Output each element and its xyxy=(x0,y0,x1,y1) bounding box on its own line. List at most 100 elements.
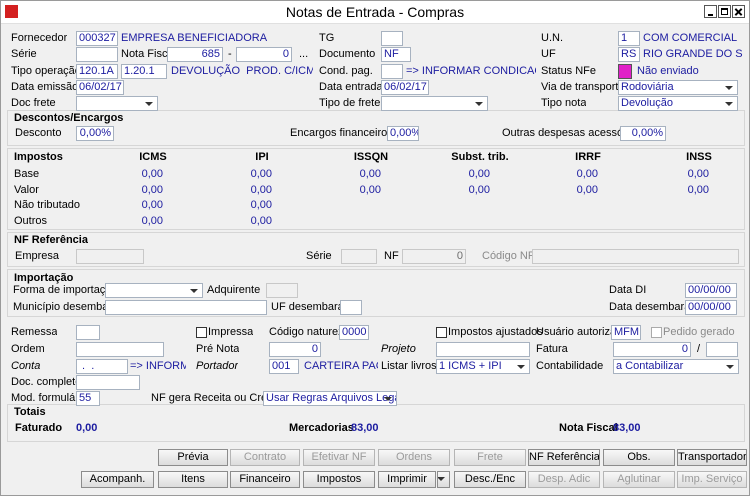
label: U.N. xyxy=(541,32,563,44)
input[interactable]: 120.1A xyxy=(76,64,118,79)
label: Empresa xyxy=(15,250,60,262)
input[interactable]: 001 xyxy=(269,359,299,374)
input[interactable]: 1 xyxy=(618,31,640,46)
button[interactable]: Desc./Enc xyxy=(454,471,526,488)
label: Fatura xyxy=(536,343,568,355)
input[interactable]: 1.20.1 xyxy=(121,64,167,79)
button[interactable]: Financeiro xyxy=(230,471,300,488)
label: Tipo operação xyxy=(11,65,81,77)
window-title: Notas de Entrada - Compras xyxy=(285,4,465,20)
label: NF Referência xyxy=(14,234,88,246)
input[interactable] xyxy=(381,31,403,46)
button: Ordens xyxy=(378,449,450,466)
input[interactable]: 0 xyxy=(236,47,292,62)
button[interactable]: Transportadora xyxy=(677,449,747,466)
input[interactable]: 06/02/17 xyxy=(381,80,429,95)
button[interactable]: Itens xyxy=(158,471,228,488)
input[interactable]: 06/02/17 xyxy=(76,80,124,95)
value: 0,00 xyxy=(250,199,272,212)
column-header: IPI xyxy=(255,151,269,163)
checkbox[interactable] xyxy=(436,327,447,338)
input[interactable]: 000327 xyxy=(76,31,118,46)
input[interactable] xyxy=(76,375,140,390)
input[interactable]: 0,00% xyxy=(76,126,114,141)
value: 0,00 xyxy=(687,183,709,196)
button[interactable]: NF Referência xyxy=(528,449,600,466)
select[interactable]: Usar Regras Arquivos Legais xyxy=(263,391,397,406)
button: Imp. Serviço xyxy=(677,471,747,488)
input[interactable] xyxy=(532,249,739,264)
minimize-button[interactable] xyxy=(704,5,717,18)
input[interactable]: 685 xyxy=(167,47,223,62)
label: Conta xyxy=(11,360,41,372)
input[interactable] xyxy=(341,249,377,264)
label: Ordem xyxy=(11,343,45,355)
input[interactable]: . . xyxy=(76,359,128,374)
label: Projeto xyxy=(381,343,416,355)
input[interactable] xyxy=(436,342,530,357)
column-header: IRRF xyxy=(575,151,601,163)
label: Portador xyxy=(196,360,239,372)
label: Impostos ajustados xyxy=(448,326,543,338)
input[interactable]: RS xyxy=(618,47,640,62)
input[interactable]: 0 xyxy=(613,342,691,357)
button: Aglutinar xyxy=(603,471,675,488)
label: NF xyxy=(384,250,399,262)
label: Data entrada xyxy=(319,81,383,93)
select[interactable]: a Contabilizar xyxy=(613,359,739,374)
label: Pedido gerado xyxy=(663,326,735,338)
input[interactable]: 0,00% xyxy=(387,126,419,141)
group-box xyxy=(7,110,745,146)
input[interactable]: 00/00/00 xyxy=(685,300,737,315)
label: Encargos financeiros xyxy=(290,127,393,139)
text: RIO GRANDE DO SUL xyxy=(643,48,743,60)
label: Desconto xyxy=(15,127,62,139)
dropdown-button[interactable] xyxy=(437,471,450,488)
input[interactable]: 00/00/00 xyxy=(685,283,737,298)
maximize-button[interactable] xyxy=(718,5,731,18)
input[interactable] xyxy=(76,47,118,62)
button[interactable]: Obs. xyxy=(603,449,675,466)
group-box xyxy=(7,269,745,317)
input[interactable] xyxy=(340,300,362,315)
column-header: ISSQN xyxy=(353,151,389,163)
input[interactable] xyxy=(76,249,144,264)
input[interactable] xyxy=(266,283,298,298)
text: 0,00 xyxy=(76,422,98,434)
label: UF desembaraço xyxy=(271,301,356,313)
input[interactable]: 0000 xyxy=(339,325,369,340)
select[interactable]: 1 ICMS + IPI xyxy=(436,359,530,374)
input[interactable] xyxy=(76,342,164,357)
label: Outros xyxy=(14,215,48,228)
app-icon xyxy=(5,5,18,18)
label: Impostos xyxy=(14,151,63,163)
input[interactable]: MFM xyxy=(611,325,641,340)
button[interactable]: Acompanh. xyxy=(81,471,154,488)
input[interactable] xyxy=(706,342,738,357)
select[interactable] xyxy=(381,96,488,111)
input[interactable]: NF xyxy=(381,47,411,62)
input[interactable] xyxy=(105,300,267,315)
title-bar: Notas de Entrada - Compras xyxy=(1,1,749,24)
label: Totais xyxy=(14,406,46,418)
select[interactable]: Rodoviária xyxy=(618,80,738,95)
button[interactable]: Prévia xyxy=(158,449,228,466)
button[interactable]: Imprimir xyxy=(378,471,436,488)
value: 0,00 xyxy=(576,168,598,180)
input[interactable]: 0,00% xyxy=(620,126,666,141)
input[interactable]: 0 xyxy=(269,342,321,357)
checkbox[interactable] xyxy=(196,327,207,338)
input[interactable]: 0 xyxy=(402,249,466,264)
input[interactable] xyxy=(381,64,403,79)
label: Data DI xyxy=(609,284,647,296)
select[interactable] xyxy=(105,283,203,298)
input[interactable]: 55 xyxy=(76,391,100,406)
label: Data emissão xyxy=(11,81,79,93)
select[interactable] xyxy=(76,96,158,111)
select[interactable]: Devolução xyxy=(618,96,738,111)
button: Contrato xyxy=(230,449,300,466)
input[interactable] xyxy=(76,325,100,340)
label: Remessa xyxy=(11,326,58,338)
close-button[interactable] xyxy=(732,5,745,18)
button[interactable]: Impostos xyxy=(303,471,375,488)
